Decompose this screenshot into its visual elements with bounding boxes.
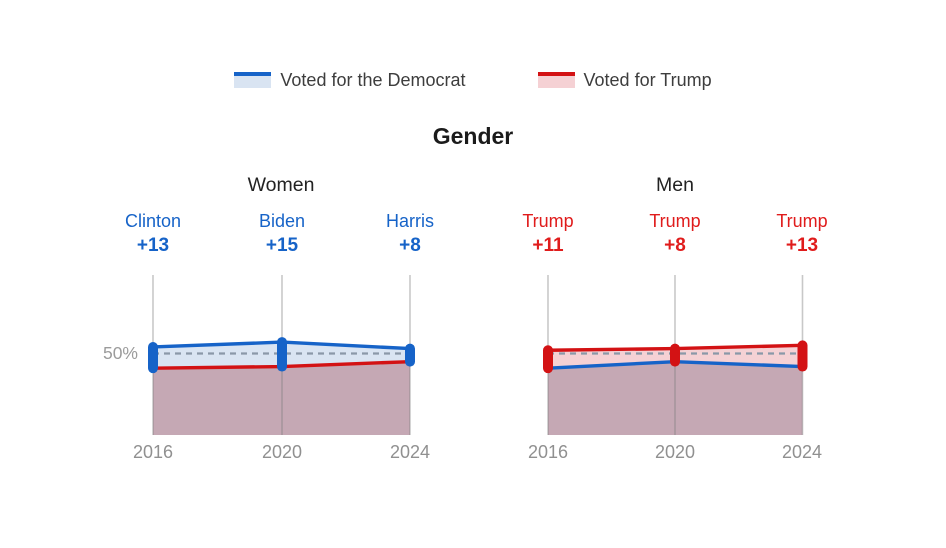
point-label-men-2024: Trump +13 — [737, 211, 867, 257]
point-label-men-2016: Trump +11 — [483, 211, 613, 257]
candidate-margin: +15 — [265, 235, 299, 256]
legend-label-democrat: Voted for the Democrat — [280, 70, 466, 90]
candidate-name: Biden — [258, 211, 306, 231]
candidate-margin: +13 — [785, 235, 819, 256]
point-label-men-2020: Trump +8 — [610, 211, 740, 257]
legend: Voted for the Democrat Voted for Trump — [0, 70, 946, 90]
fifty-percent-label: 50% — [102, 343, 138, 363]
point-label-women-2020: Biden +15 — [217, 211, 347, 257]
point-label-women-2016: Clinton +13 — [88, 211, 218, 257]
panel-title-women: Women — [247, 174, 315, 196]
democrat-swatch-icon — [234, 72, 272, 88]
chart-title: Gender — [432, 123, 514, 149]
candidate-name: Trump — [649, 211, 701, 231]
x-tick-women-2016: 2016 — [132, 442, 174, 462]
candidate-margin: +11 — [532, 235, 564, 256]
legend-item-trump: Voted for Trump — [537, 70, 712, 90]
trump-swatch-icon — [537, 72, 575, 88]
candidate-margin: +13 — [136, 235, 170, 256]
x-tick-men-2020: 2020 — [654, 442, 696, 462]
men-overlap-area — [548, 361, 803, 435]
legend-item-democrat: Voted for the Democrat — [234, 70, 466, 90]
x-tick-women-2024: 2024 — [389, 442, 431, 462]
panel-title-men: Men — [656, 174, 694, 196]
x-tick-women-2020: 2020 — [261, 442, 303, 462]
candidate-name: Trump — [522, 211, 574, 231]
candidate-margin: +8 — [664, 235, 686, 256]
x-tick-men-2024: 2024 — [781, 442, 823, 462]
point-label-women-2024: Harris +8 — [345, 211, 475, 257]
candidate-name: Clinton — [124, 211, 182, 231]
x-tick-men-2016: 2016 — [527, 442, 569, 462]
candidate-margin: +8 — [399, 235, 421, 256]
candidate-name: Trump — [776, 211, 828, 231]
legend-label-trump: Voted for Trump — [583, 70, 712, 90]
candidate-name: Harris — [386, 211, 434, 231]
women-overlap-area — [153, 361, 410, 435]
